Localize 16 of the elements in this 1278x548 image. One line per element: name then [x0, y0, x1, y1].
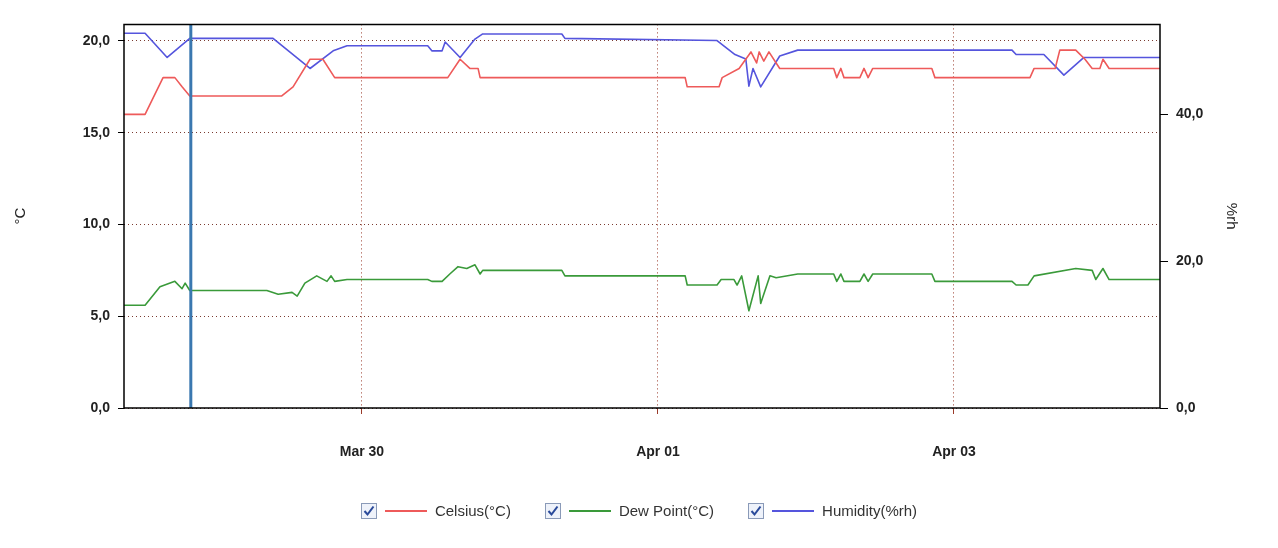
y2-tick-label: 0,0	[1176, 398, 1196, 415]
y2-axis-title: %rh	[1223, 202, 1241, 230]
y-axis-title: °C	[11, 207, 29, 225]
legend-label: Humidity(%rh)	[822, 502, 918, 519]
y-tick-label: 20,0	[82, 31, 111, 48]
y2-tick-label: 40,0	[1176, 104, 1204, 121]
y2-tick-label: 20,0	[1176, 251, 1204, 268]
legend-label: Dew Point(°C)	[618, 502, 715, 519]
x-tick-label: Apr 03	[932, 443, 976, 460]
y-tick-label: 0,0	[90, 398, 111, 415]
y-tick-label: 15,0	[82, 123, 111, 140]
legend-label: Celsius(°C)	[434, 502, 511, 519]
x-tick-label: Apr 01	[636, 443, 680, 460]
y-tick-label: 5,0	[90, 307, 111, 324]
x-tick-label: Mar 30	[339, 443, 385, 460]
y-tick-label: 10,0	[82, 215, 111, 232]
